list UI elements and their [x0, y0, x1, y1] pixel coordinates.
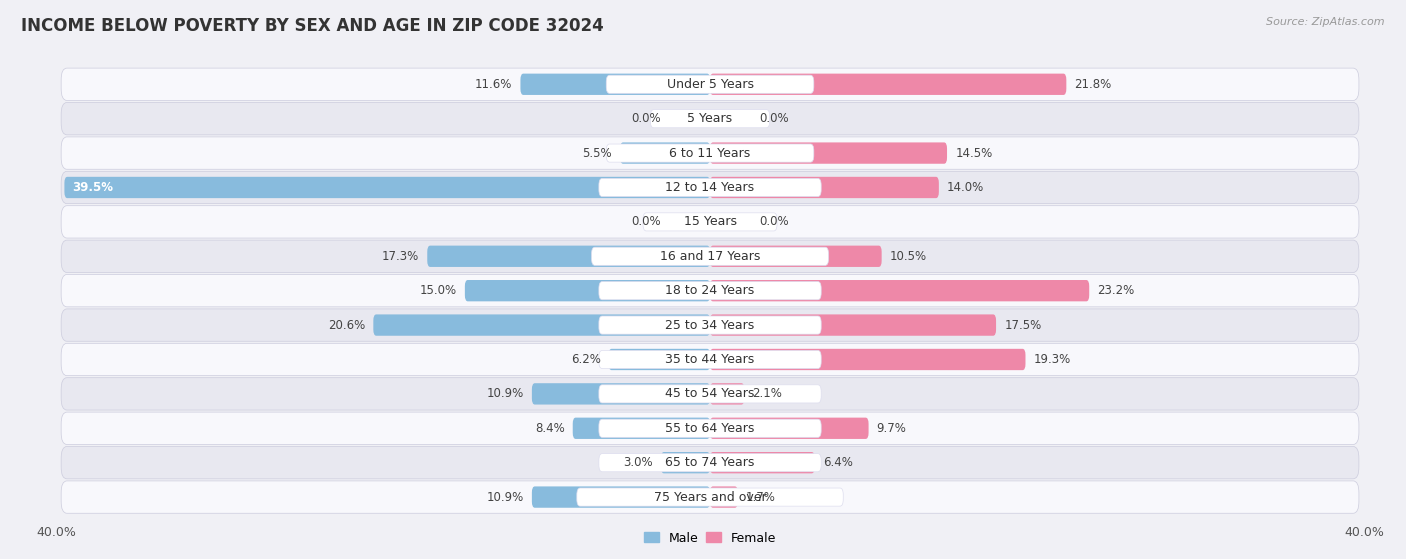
- FancyBboxPatch shape: [60, 68, 1360, 101]
- FancyBboxPatch shape: [599, 453, 821, 472]
- Text: 39.5%: 39.5%: [73, 181, 114, 194]
- Text: 45 to 54 Years: 45 to 54 Years: [665, 387, 755, 400]
- Text: 14.5%: 14.5%: [955, 146, 993, 159]
- Text: 21.8%: 21.8%: [1074, 78, 1112, 91]
- FancyBboxPatch shape: [599, 350, 821, 368]
- FancyBboxPatch shape: [620, 143, 710, 164]
- FancyBboxPatch shape: [427, 245, 710, 267]
- FancyBboxPatch shape: [710, 452, 814, 473]
- FancyBboxPatch shape: [60, 447, 1360, 479]
- FancyBboxPatch shape: [520, 74, 710, 95]
- FancyBboxPatch shape: [60, 343, 1360, 376]
- Text: 65 to 74 Years: 65 to 74 Years: [665, 456, 755, 469]
- Text: 18 to 24 Years: 18 to 24 Years: [665, 284, 755, 297]
- Text: 55 to 64 Years: 55 to 64 Years: [665, 422, 755, 435]
- FancyBboxPatch shape: [60, 206, 1360, 238]
- FancyBboxPatch shape: [531, 486, 710, 508]
- FancyBboxPatch shape: [60, 274, 1360, 307]
- FancyBboxPatch shape: [60, 240, 1360, 272]
- FancyBboxPatch shape: [710, 383, 744, 405]
- FancyBboxPatch shape: [710, 245, 882, 267]
- FancyBboxPatch shape: [374, 314, 710, 336]
- Text: 3.0%: 3.0%: [623, 456, 652, 469]
- Text: 1.7%: 1.7%: [747, 491, 776, 504]
- FancyBboxPatch shape: [60, 309, 1360, 341]
- FancyBboxPatch shape: [609, 349, 710, 370]
- Legend: Male, Female: Male, Female: [640, 528, 780, 548]
- FancyBboxPatch shape: [592, 247, 828, 266]
- Text: 23.2%: 23.2%: [1098, 284, 1135, 297]
- FancyBboxPatch shape: [651, 110, 769, 128]
- FancyBboxPatch shape: [710, 177, 939, 198]
- FancyBboxPatch shape: [710, 486, 738, 508]
- FancyBboxPatch shape: [60, 137, 1360, 169]
- FancyBboxPatch shape: [606, 144, 814, 162]
- FancyBboxPatch shape: [576, 488, 844, 506]
- Text: 15.0%: 15.0%: [419, 284, 457, 297]
- FancyBboxPatch shape: [65, 177, 710, 198]
- Text: 10.9%: 10.9%: [486, 387, 523, 400]
- FancyBboxPatch shape: [572, 418, 710, 439]
- Text: 5 Years: 5 Years: [688, 112, 733, 125]
- Text: 8.4%: 8.4%: [534, 422, 565, 435]
- FancyBboxPatch shape: [599, 316, 821, 334]
- FancyBboxPatch shape: [710, 280, 1090, 301]
- Text: 17.3%: 17.3%: [382, 250, 419, 263]
- Text: 2.1%: 2.1%: [752, 387, 782, 400]
- FancyBboxPatch shape: [60, 171, 1360, 203]
- Text: 9.7%: 9.7%: [877, 422, 907, 435]
- Text: Under 5 Years: Under 5 Years: [666, 78, 754, 91]
- Text: 12 to 14 Years: 12 to 14 Years: [665, 181, 755, 194]
- Text: 0.0%: 0.0%: [631, 215, 661, 229]
- FancyBboxPatch shape: [599, 385, 821, 403]
- Text: 5.5%: 5.5%: [582, 146, 612, 159]
- Text: 6.4%: 6.4%: [823, 456, 852, 469]
- Text: INCOME BELOW POVERTY BY SEX AND AGE IN ZIP CODE 32024: INCOME BELOW POVERTY BY SEX AND AGE IN Z…: [21, 17, 603, 35]
- FancyBboxPatch shape: [60, 481, 1360, 513]
- FancyBboxPatch shape: [710, 74, 1066, 95]
- FancyBboxPatch shape: [643, 213, 778, 231]
- FancyBboxPatch shape: [661, 452, 710, 473]
- FancyBboxPatch shape: [599, 282, 821, 300]
- Text: 0.0%: 0.0%: [759, 215, 789, 229]
- FancyBboxPatch shape: [60, 378, 1360, 410]
- FancyBboxPatch shape: [60, 412, 1360, 444]
- FancyBboxPatch shape: [710, 349, 1025, 370]
- Text: 19.3%: 19.3%: [1033, 353, 1071, 366]
- Text: 75 Years and over: 75 Years and over: [654, 491, 766, 504]
- FancyBboxPatch shape: [599, 178, 821, 197]
- FancyBboxPatch shape: [465, 280, 710, 301]
- FancyBboxPatch shape: [606, 75, 814, 93]
- Text: Source: ZipAtlas.com: Source: ZipAtlas.com: [1267, 17, 1385, 27]
- Text: 0.0%: 0.0%: [631, 112, 661, 125]
- Text: 6.2%: 6.2%: [571, 353, 600, 366]
- FancyBboxPatch shape: [710, 418, 869, 439]
- FancyBboxPatch shape: [531, 383, 710, 405]
- Text: 6 to 11 Years: 6 to 11 Years: [669, 146, 751, 159]
- Text: 25 to 34 Years: 25 to 34 Years: [665, 319, 755, 331]
- Text: 0.0%: 0.0%: [759, 112, 789, 125]
- Text: 10.9%: 10.9%: [486, 491, 523, 504]
- Text: 14.0%: 14.0%: [948, 181, 984, 194]
- Text: 11.6%: 11.6%: [475, 78, 512, 91]
- FancyBboxPatch shape: [60, 102, 1360, 135]
- Text: 17.5%: 17.5%: [1004, 319, 1042, 331]
- Text: 16 and 17 Years: 16 and 17 Years: [659, 250, 761, 263]
- Text: 15 Years: 15 Years: [683, 215, 737, 229]
- Text: 20.6%: 20.6%: [328, 319, 366, 331]
- Text: 35 to 44 Years: 35 to 44 Years: [665, 353, 755, 366]
- Text: 10.5%: 10.5%: [890, 250, 927, 263]
- FancyBboxPatch shape: [599, 419, 821, 437]
- FancyBboxPatch shape: [710, 143, 948, 164]
- FancyBboxPatch shape: [710, 314, 995, 336]
